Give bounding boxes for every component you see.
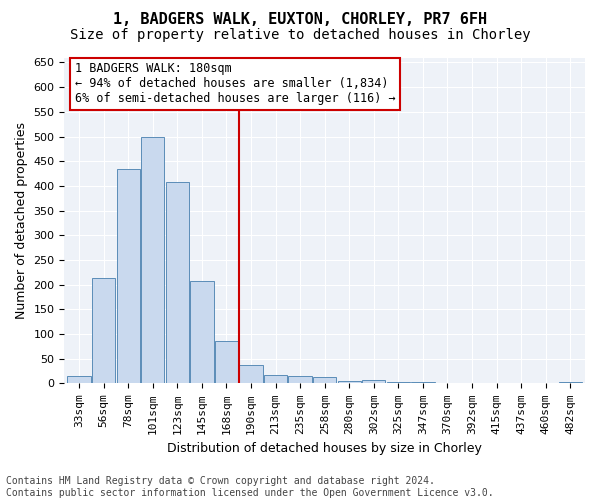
Bar bbox=[116, 168, 140, 384]
Bar bbox=[264, 375, 287, 384]
Bar bbox=[67, 376, 91, 384]
Bar bbox=[289, 376, 312, 384]
Bar bbox=[387, 382, 410, 384]
Text: 1 BADGERS WALK: 180sqm
← 94% of detached houses are smaller (1,834)
6% of semi-d: 1 BADGERS WALK: 180sqm ← 94% of detached… bbox=[75, 62, 395, 106]
Bar bbox=[215, 342, 238, 384]
Text: Contains HM Land Registry data © Crown copyright and database right 2024.
Contai: Contains HM Land Registry data © Crown c… bbox=[6, 476, 494, 498]
Bar bbox=[559, 382, 582, 384]
Bar bbox=[338, 381, 361, 384]
Text: 1, BADGERS WALK, EUXTON, CHORLEY, PR7 6FH: 1, BADGERS WALK, EUXTON, CHORLEY, PR7 6F… bbox=[113, 12, 487, 28]
X-axis label: Distribution of detached houses by size in Chorley: Distribution of detached houses by size … bbox=[167, 442, 482, 455]
Bar bbox=[92, 278, 115, 384]
Bar bbox=[239, 364, 263, 384]
Text: Size of property relative to detached houses in Chorley: Size of property relative to detached ho… bbox=[70, 28, 530, 42]
Bar bbox=[141, 136, 164, 384]
Bar bbox=[166, 182, 189, 384]
Y-axis label: Number of detached properties: Number of detached properties bbox=[15, 122, 28, 319]
Bar bbox=[190, 281, 214, 384]
Bar bbox=[411, 382, 434, 384]
Bar bbox=[362, 380, 385, 384]
Bar bbox=[313, 377, 337, 384]
